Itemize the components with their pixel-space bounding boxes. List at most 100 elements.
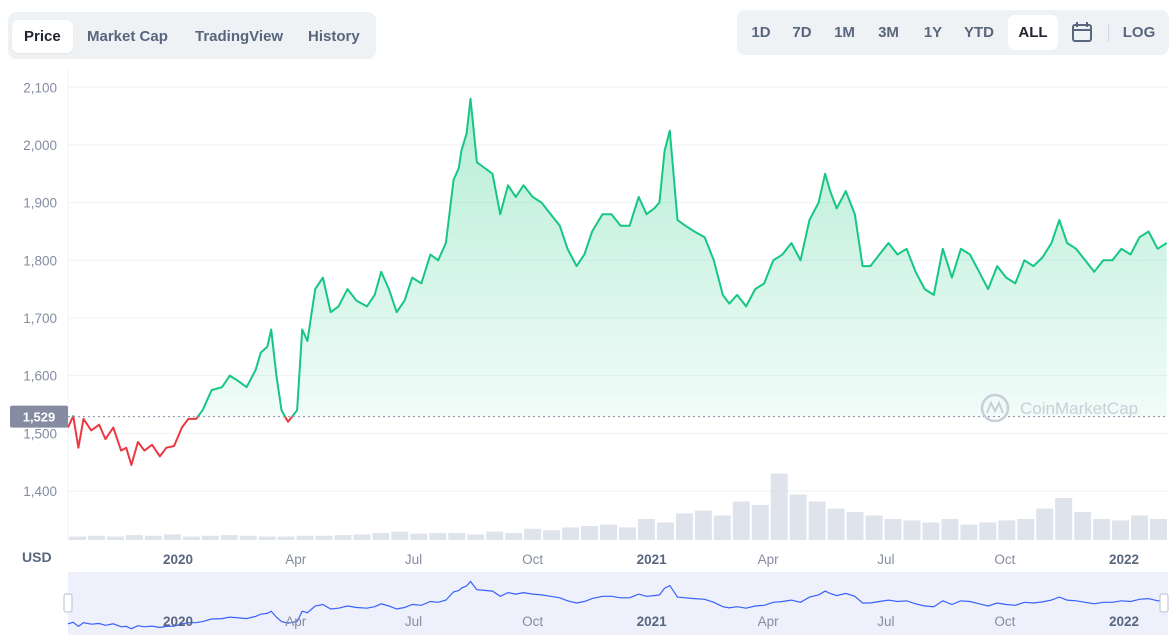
x-tick-label: Oct (522, 552, 543, 567)
range-1y-button[interactable]: 1Y (923, 24, 943, 41)
navigator-tick-label: Jul (877, 614, 894, 629)
volume-bar (1093, 519, 1111, 540)
volume-bar (201, 535, 219, 540)
range-1m-button[interactable]: 1M (834, 24, 855, 41)
range-3m-button[interactable]: 3M (878, 24, 899, 41)
volume-bar (1150, 519, 1167, 540)
range-1d-button[interactable]: 1D (751, 24, 771, 41)
navigator-right-handle[interactable] (1159, 593, 1169, 613)
volume-bar (941, 519, 959, 540)
volume-bar (656, 522, 674, 540)
volume-bar (182, 536, 200, 540)
volume-bar (637, 519, 655, 540)
volume-bar (410, 533, 428, 540)
x-tick-label: 2020 (163, 552, 193, 567)
volume-bar (827, 508, 845, 540)
volume-bar (1131, 515, 1149, 540)
volume-bar (713, 515, 731, 540)
volume-bar (391, 531, 409, 540)
chart-type-tabs: Price Market Cap TradingView History (8, 12, 376, 59)
range-divider (1108, 24, 1109, 42)
navigator-tick-label: Oct (522, 614, 543, 629)
x-tick-label: Apr (758, 552, 780, 567)
volume-bar (884, 519, 902, 540)
range-ytd-button[interactable]: YTD (964, 24, 994, 41)
volume-bar (903, 520, 921, 540)
watermark-text: CoinMarketCap (1020, 399, 1138, 418)
baseline-label: 1,529 (23, 410, 56, 425)
volume-bar (106, 536, 124, 540)
volume-bar (220, 535, 238, 540)
volume-bar (239, 535, 257, 540)
volume-bar (979, 522, 997, 540)
navigator-tick-label: 2020 (163, 614, 193, 629)
x-tick-label: Jul (877, 552, 894, 567)
tab-market-cap[interactable]: Market Cap (87, 28, 168, 45)
tab-tradingview[interactable]: TradingView (195, 28, 284, 45)
navigator-line (67, 580, 1167, 630)
y-tick-label: 1,400 (23, 484, 57, 499)
volume-bar (429, 533, 447, 540)
navigator-left-handle[interactable] (63, 593, 73, 613)
volume-bar (865, 515, 883, 540)
x-tick-label: 2021 (637, 552, 668, 567)
x-tick-label: Jul (405, 552, 422, 567)
y-axis-unit-label: USD (22, 549, 52, 565)
tab-history[interactable]: History (308, 28, 360, 45)
x-tick-label: Oct (994, 552, 1015, 567)
volume-bar (1036, 508, 1054, 540)
volume-bars (69, 473, 1167, 540)
volume-bar (353, 534, 371, 540)
volume-bar (467, 534, 485, 540)
navigator-tick-label: Apr (285, 614, 307, 629)
volume-bar (125, 535, 143, 540)
volume-bar (372, 533, 390, 540)
x-axis: 2020 Apr Jul Oct 2021 Apr Jul Oct 2022 (163, 552, 1139, 567)
x-tick-label: 2022 (1109, 552, 1139, 567)
volume-bar (751, 505, 769, 540)
y-tick-label: 2,100 (23, 80, 57, 95)
volume-bar (486, 531, 504, 540)
range-all-button[interactable]: ALL (1008, 15, 1058, 50)
volume-bar (543, 530, 561, 540)
navigator-tick-label: 2022 (1109, 614, 1139, 629)
volume-bar (675, 513, 693, 540)
y-axis: 1,400 1,500 1,600 1,700 1,800 1,900 2,000 2,100 (23, 80, 57, 499)
calendar-icon[interactable] (1067, 15, 1097, 50)
volume-bar (524, 528, 542, 540)
volume-bar (87, 535, 105, 540)
volume-bar (258, 536, 276, 540)
volume-bar (581, 526, 599, 540)
price-line (67, 97, 1168, 466)
navigator-tick-label: Oct (994, 614, 1015, 629)
price-area-fill (72, 98, 1167, 417)
volume-bar (144, 535, 162, 540)
tab-price[interactable]: Price (12, 20, 73, 53)
navigator-tick-label: Jul (405, 614, 422, 629)
volume-bar (846, 512, 864, 540)
volume-bar (998, 520, 1016, 540)
coinmarketcap-logo-icon (980, 393, 1010, 423)
volume-bar (277, 536, 295, 540)
volume-bar (562, 527, 580, 540)
volume-bar (1055, 498, 1073, 540)
volume-bar (600, 524, 617, 540)
volume-bar (334, 535, 352, 540)
volume-bar (960, 524, 978, 540)
volume-bar (69, 536, 86, 540)
volume-bar (770, 473, 788, 540)
x-tick-label: Apr (285, 552, 307, 567)
volume-bar (315, 535, 333, 540)
log-scale-button[interactable]: LOG (1122, 24, 1156, 41)
volume-bar (1112, 520, 1130, 540)
navigator-tick-label: Apr (758, 614, 780, 629)
volume-bar (732, 501, 750, 540)
y-tick-label: 2,000 (23, 138, 57, 153)
volume-bar (448, 533, 466, 540)
volume-bar (789, 494, 807, 540)
volume-bar (1074, 512, 1092, 540)
navigator[interactable]: 2020 Apr Jul Oct 2021 Apr Jul Oct 2022 (63, 572, 1169, 635)
volume-bar (922, 522, 940, 540)
navigator-tick-label: 2021 (637, 614, 668, 629)
range-7d-button[interactable]: 7D (792, 24, 812, 41)
